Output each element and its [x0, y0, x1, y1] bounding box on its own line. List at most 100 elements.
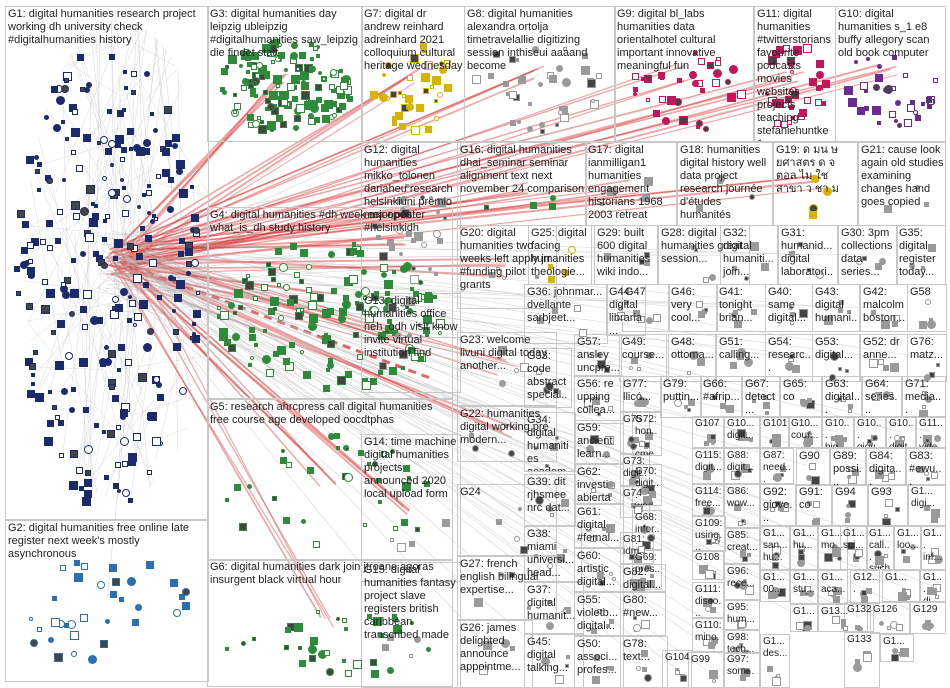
graph-node — [312, 541, 320, 549]
graph-node — [875, 470, 885, 480]
graph-node — [108, 53, 115, 60]
edge-weak — [137, 73, 541, 258]
graph-node — [772, 561, 780, 569]
graph-node — [103, 344, 109, 350]
graph-node — [871, 310, 877, 316]
graph-node — [437, 91, 444, 98]
edge-internal — [101, 29, 147, 414]
edge-internal — [77, 214, 208, 354]
graph-node — [409, 275, 419, 285]
group-cell-g32: G32: digital humaniti... join... — [720, 225, 778, 285]
edge-weak — [98, 272, 742, 309]
edge-internal — [90, 257, 136, 489]
graph-node — [547, 263, 553, 269]
graph-node — [352, 242, 356, 247]
graph-node — [733, 581, 741, 589]
graph-node — [58, 453, 64, 459]
graph-node — [581, 52, 588, 59]
group-cell-g34: G34: digital humanities academ... — [524, 412, 576, 472]
graph-node — [692, 79, 699, 87]
graph-node — [61, 177, 66, 182]
group-label: G24 — [460, 486, 481, 498]
graph-node — [335, 107, 342, 114]
group-label: G17: digital ianmilligan1 humanities eng… — [588, 144, 666, 221]
graph-node — [407, 476, 412, 481]
edge-weak — [101, 238, 508, 521]
edge-internal — [105, 331, 211, 485]
graph-node — [632, 309, 640, 317]
graph-node — [391, 120, 397, 126]
group-cell-g84: G84: digita... — [866, 448, 906, 486]
graph-node — [837, 396, 842, 401]
graph-node — [883, 85, 893, 95]
group-label: G92: giove... — [763, 486, 793, 524]
graph-node — [79, 250, 86, 257]
graph-node — [472, 445, 480, 453]
group-label: G9: digital bl_labs humanities data orie… — [617, 8, 719, 72]
graph-node — [565, 663, 570, 668]
graph-node — [596, 571, 604, 579]
group-label: G109: using... — [695, 518, 726, 552]
graph-node — [307, 100, 313, 106]
group-label: G79: puttin... — [663, 378, 700, 403]
edge-weak — [123, 241, 636, 471]
group-label: G82: digital... — [623, 566, 661, 591]
graph-node — [97, 581, 106, 590]
graph-node — [71, 127, 81, 137]
graph-node — [331, 112, 337, 118]
graph-node — [171, 143, 178, 150]
group-label: G115: digit... — [695, 450, 722, 473]
graph-node — [424, 125, 432, 133]
graph-node — [114, 238, 124, 248]
graph-node — [296, 103, 306, 113]
graph-node — [232, 311, 237, 316]
group-label: G52: dr anne... — [863, 336, 903, 361]
graph-node — [534, 445, 539, 450]
graph-node — [743, 275, 749, 281]
group-cell-g42: G42: malcolm boston... — [860, 284, 908, 332]
group-cell-g123: G1... di... — [920, 570, 946, 602]
edge-internal — [34, 153, 142, 408]
graph-node — [253, 295, 259, 301]
graph-node — [816, 85, 822, 91]
edge-internal — [118, 105, 196, 409]
graph-node — [216, 306, 221, 311]
graph-node — [643, 495, 653, 505]
graph-node — [251, 64, 258, 71]
graph-node — [122, 461, 129, 468]
graph-node — [882, 364, 889, 371]
graph-node — [703, 125, 710, 132]
graph-node — [380, 451, 387, 458]
group-label: G59: ancient learn... — [577, 422, 616, 460]
group-cell-g4: G4: digital humanities #dh week ma open … — [207, 207, 453, 399]
graph-node — [393, 624, 403, 634]
group-cell-g21: G21: cause look again old studies examin… — [858, 142, 946, 226]
graph-node — [373, 617, 383, 627]
edge-weak — [101, 266, 776, 549]
graph-node — [780, 120, 788, 128]
graph-node — [47, 244, 53, 251]
group-cell-g66: G66: #afrip... — [700, 376, 742, 418]
graph-node — [555, 435, 560, 440]
group-label: G28: digital humanities great session... — [661, 227, 746, 265]
group-label: G86: wow... — [727, 486, 755, 509]
edge-weak — [115, 286, 709, 636]
graph-node — [741, 675, 746, 680]
graph-node — [385, 325, 395, 335]
graph-node — [387, 318, 393, 324]
graph-node — [153, 128, 159, 134]
group-cell-g64: G64: series... — [862, 376, 902, 418]
graph-node — [169, 578, 178, 587]
graph-node — [680, 674, 687, 682]
edge-strong — [130, 192, 640, 250]
group-cell-g39: G39: dit rjhsmee nrc dat... — [524, 474, 576, 526]
graph-node — [644, 674, 653, 683]
graph-node — [517, 507, 522, 512]
group-label: G1... mo... — [821, 528, 846, 551]
graph-node — [122, 69, 127, 74]
graph-node — [365, 314, 375, 324]
group-cell-g70: G70: digit... wed... — [632, 464, 662, 506]
edge-weak — [137, 236, 902, 433]
graph-node — [607, 480, 615, 488]
graph-node — [394, 332, 401, 339]
